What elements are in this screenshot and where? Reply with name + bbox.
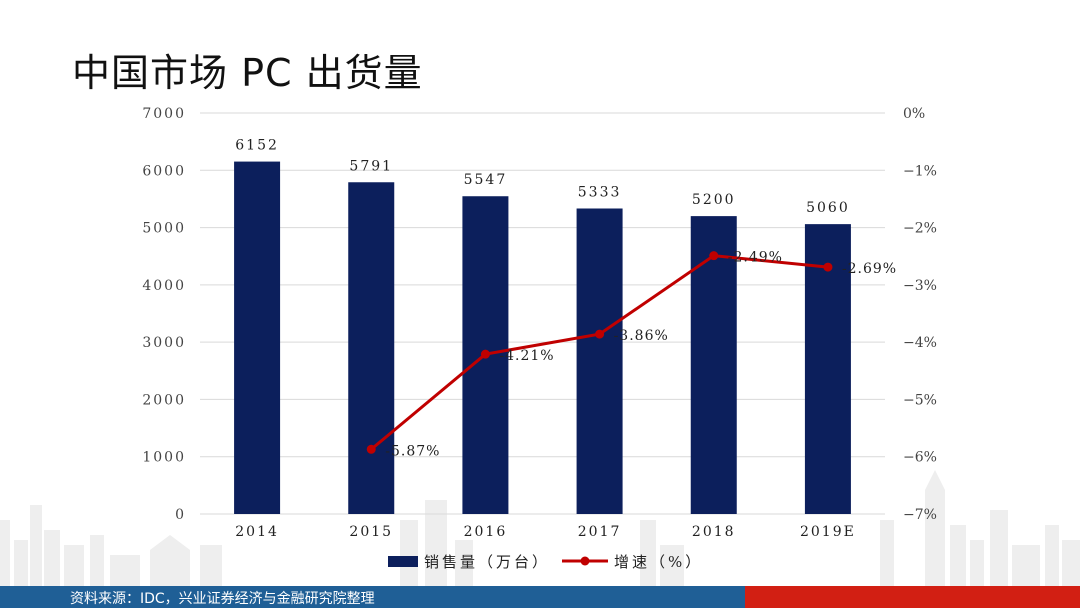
bar-data-labels: 6152 5791 5547 5333 5200 5060: [235, 138, 850, 217]
growth-value-label: -2.49%: [728, 250, 783, 266]
legend: 销售量（万台） 增速（%）: [388, 553, 703, 571]
growth-value-label: -2.69%: [842, 261, 897, 277]
growth-value-label: -5.87%: [385, 443, 440, 459]
growth-point: [595, 329, 605, 339]
footer-red-band: [745, 586, 1080, 608]
bar: [576, 208, 623, 514]
y-right-tick-label: 0%: [903, 106, 925, 122]
legend-swatch-bar: [388, 556, 418, 567]
y-right-tick-label: −3%: [903, 278, 937, 294]
bar-series: [234, 161, 851, 515]
growth-value-label: -3.86%: [614, 328, 669, 344]
growth-point: [823, 262, 833, 272]
y-left-tick-label: 2000: [142, 392, 186, 408]
grid-lines: [200, 112, 885, 515]
y-axis-right: −7% −6% −5% −4% −3% −2% −1% 0%: [903, 106, 937, 523]
bar-value-label: 5333: [578, 184, 622, 200]
x-tick-label: 2014: [235, 524, 279, 540]
growth-point: [480, 349, 490, 359]
x-tick-label: 2017: [578, 524, 622, 540]
y-left-tick-label: 4000: [142, 278, 186, 294]
y-right-tick-label: −2%: [903, 221, 937, 237]
x-tick-label: 2018: [692, 524, 736, 540]
source-note: 资料来源：IDC，兴业证券经济与金融研究院整理: [70, 591, 375, 607]
y-left-tick-label: 7000: [142, 106, 186, 122]
y-left-tick-label: 3000: [142, 335, 186, 351]
bar: [348, 182, 395, 514]
legend-swatch-point: [580, 556, 590, 566]
y-left-tick-label: 0: [175, 507, 186, 523]
page-title: 中国市场 PC 出货量: [72, 51, 423, 95]
y-right-tick-label: −6%: [903, 450, 937, 466]
y-left-tick-label: 5000: [142, 221, 186, 237]
growth-value-label: -4.21%: [499, 348, 554, 364]
legend-label-line: 增速（%）: [614, 553, 703, 571]
growth-line-series: -5.87% -4.21% -3.86% -2.49% -2.69%: [366, 250, 897, 459]
bar-value-label: 5200: [692, 192, 736, 208]
bar: [234, 161, 281, 514]
y-right-tick-label: −1%: [903, 163, 937, 179]
x-axis: 2014 2015 2016 2017 2018 2019E: [235, 524, 856, 540]
footer-blue-band: [0, 586, 745, 608]
x-tick-label: 2019E: [800, 524, 856, 540]
y-right-tick-label: −4%: [903, 335, 937, 351]
legend-label-bar: 销售量（万台）: [424, 553, 550, 571]
bar-value-label: 6152: [235, 138, 279, 154]
footer-bar: 资料来源：IDC，兴业证券经济与金融研究院整理: [0, 586, 1080, 608]
y-left-tick-label: 6000: [142, 163, 186, 179]
y-left-tick-label: 1000: [142, 450, 186, 466]
y-right-tick-label: −5%: [903, 392, 937, 408]
bar-value-label: 5060: [806, 200, 850, 216]
y-axis-left: 0 1000 2000 3000 4000 5000 6000 7000: [142, 106, 186, 523]
bar: [804, 224, 851, 515]
y-right-tick-label: −7%: [903, 507, 937, 523]
growth-point: [366, 444, 376, 454]
bar-value-label: 5547: [464, 172, 508, 188]
x-tick-label: 2015: [349, 524, 393, 540]
bar-value-label: 5791: [349, 158, 393, 174]
x-tick-label: 2016: [464, 524, 508, 540]
growth-point: [709, 251, 719, 261]
